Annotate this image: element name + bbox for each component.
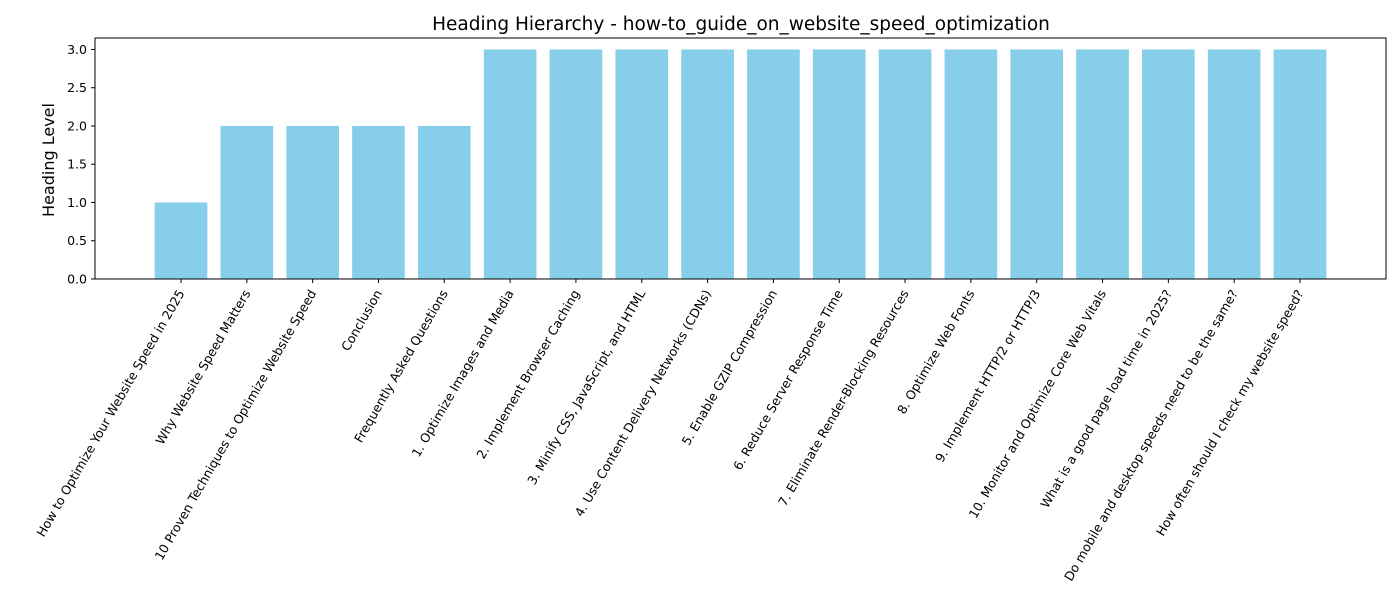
x-tick-label: Conclusion	[338, 287, 385, 353]
bar	[747, 49, 800, 280]
y-tick-label: 0.5	[67, 233, 87, 248]
bar	[154, 202, 208, 279]
bar	[681, 49, 734, 280]
x-tick-label: 4. Use Content Delivery Networks (CDNs)	[571, 287, 714, 519]
x-tick-label: 7. Eliminate Render-Blocking Resources	[775, 287, 912, 509]
y-axis-label: Heading Level	[39, 103, 58, 217]
bar	[878, 49, 932, 280]
bar	[1273, 49, 1327, 280]
chart-title: Heading Hierarchy - how-to_guide_on_webs…	[432, 14, 1050, 35]
x-tick-label: 3. Minify CSS, JavaScript, and HTML	[524, 287, 648, 487]
bar	[1142, 49, 1195, 280]
bar	[352, 125, 405, 279]
bar	[483, 49, 537, 280]
plot-area-frame	[94, 37, 1387, 280]
bar	[1010, 49, 1064, 280]
bar	[812, 49, 866, 280]
bar	[1207, 49, 1261, 280]
bar	[417, 125, 471, 279]
bar	[615, 49, 669, 280]
y-tick-label: 1.0	[67, 195, 87, 210]
x-tick-label: How often should I check my website spee…	[1153, 287, 1307, 538]
bars-layer	[154, 49, 1327, 280]
bar	[1076, 49, 1129, 280]
y-tick-label: 0.0	[67, 272, 87, 287]
y-tick-label: 2.0	[67, 118, 87, 133]
x-tick-label: What is a good page load time in 2025?	[1037, 287, 1175, 511]
x-tick-label: How to Optimize Your Website Speed in 20…	[33, 287, 187, 539]
y-tick-label: 3.0	[67, 42, 87, 57]
x-tick-label: 8. Optimize Web Fonts	[894, 287, 977, 417]
bar	[220, 125, 274, 279]
y-tick-label: 1.5	[67, 157, 87, 172]
x-axis-ticks: How to Optimize Your Website Speed in 20…	[33, 279, 1307, 583]
bar	[286, 125, 339, 279]
bar	[944, 49, 998, 280]
y-tick-label: 2.5	[67, 80, 87, 95]
y-axis-ticks: 0.0 0.5 1.0 1.5 2.0 2.5 3.0	[67, 42, 95, 287]
x-tick-label: 6. Reduce Server Response Time	[730, 287, 846, 473]
x-tick-label: 10. Monitor and Optimize Core Web Vitals	[965, 287, 1109, 521]
bar	[549, 49, 603, 280]
